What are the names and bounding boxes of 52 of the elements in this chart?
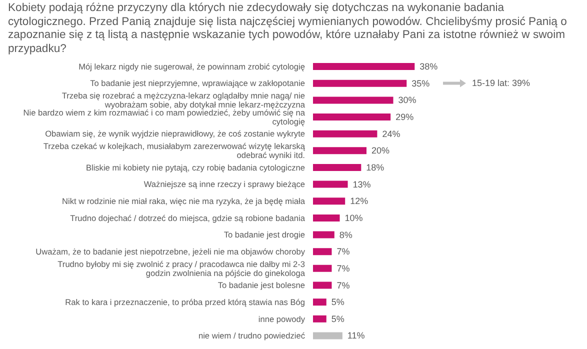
data-label: 35%	[412, 78, 430, 88]
bar	[313, 214, 340, 222]
y-tick-label: Bliskie mi kobiety nie pytają, czy robię badania cytologiczne	[86, 162, 306, 172]
chart-title: Kobiety podają różne przyczyny dla których nie zdecydowały się dotychczas na wykonanie badania cytologicznego. Przed Panią znajduje się lista najczęściej wymienianych powodów. Chcielibyśmy prosić Panią o zapoznanie się z tą listą a następnie wskazanie tych powodów, które uznałaby Pani za istotne również w swoim przypadku?	[7, 1, 568, 56]
y-tick-label: Ważniejsze są inne rzeczy i sprawy bieżące	[144, 179, 306, 190]
data-label: 7%	[336, 246, 350, 257]
bar	[313, 248, 332, 256]
data-label: 8%	[339, 230, 352, 240]
bar	[313, 264, 332, 272]
y-tick-label: Uważam, że to badanie jest niepotrzebne, jeżeli nie ma objawów choroby	[36, 246, 306, 256]
bar	[313, 298, 326, 306]
y-tick-label: Rak to kara i przeznaczenie, to próba przed którą stawia nas Bóg	[65, 296, 306, 307]
data-label: 38%	[420, 62, 438, 72]
y-tick-label: Mój lekarz nigdy nie sugerował, że powinnam zrobić cytologię	[78, 61, 306, 72]
y-tick-label: To badanie jest drogie	[224, 230, 306, 240]
y-tick-label: inne powody	[258, 314, 306, 324]
y-tick-label: Trudno dojechać / dotrzeć do miejsca, gdzie są robione badania	[70, 212, 306, 223]
bar	[313, 198, 346, 205]
data-label: 11%	[347, 330, 365, 341]
data-label: 13%	[352, 179, 371, 190]
y-tick-label: nie wiem / trudno powiedzieć	[198, 330, 305, 341]
data-label: 20%	[372, 146, 390, 156]
data-label: 24%	[382, 128, 400, 139]
bar	[313, 114, 391, 121]
bar	[313, 63, 415, 70]
data-label: 10%	[344, 212, 363, 223]
data-label: 5%	[331, 314, 344, 324]
data-label: 7%	[336, 263, 350, 274]
data-label: 5%	[331, 297, 344, 308]
data-label: 30%	[398, 95, 416, 106]
bar	[313, 164, 362, 171]
y-tick-label: Trzeba czekać w kolejkach, musiałabym zarezerwować wizytę lekarską odebrać wyniki itd.	[43, 141, 306, 160]
bar	[313, 180, 348, 188]
y-tick-label: To badanie jest nieprzyjemne, wprawiające w zakłopotanie	[90, 78, 306, 88]
bar	[313, 96, 394, 104]
y-tick-label: Nikt w rodzinie nie miał raka, więc nie ma ryzyka, że ja będę miała	[62, 196, 306, 206]
data-label: 18%	[366, 162, 384, 172]
y-tick-label: Obawiam się, że wynik wyjdzie nieprawidłowy, że coś zostanie wykryte	[45, 128, 306, 139]
bar	[313, 282, 332, 289]
data-label: 12%	[350, 196, 368, 206]
bar	[313, 231, 334, 238]
y-tick-label: To badanie jest bolesne	[218, 280, 306, 290]
bar	[313, 147, 366, 154]
text: 15-19 lat: 39%	[472, 78, 530, 88]
bar	[313, 130, 378, 138]
bar	[313, 80, 407, 87]
y-tick-label: Trzeba się rozebrać a mężczyzna-lekarz oglądałby mnie nagą/ nie wyobrażam sobie, aby dotykał mnie lekarz-mężczyzna	[62, 90, 306, 110]
data-label: 7%	[336, 280, 350, 290]
bar	[313, 332, 342, 340]
data-label: 29%	[396, 112, 414, 122]
y-tick-label: Trudno byłoby mi się zwolnić z pracy / pracodawca nie dałby mi 2-3 godzin zwolnienia na pójście do ginekologa	[58, 258, 306, 278]
bar	[313, 315, 326, 322]
